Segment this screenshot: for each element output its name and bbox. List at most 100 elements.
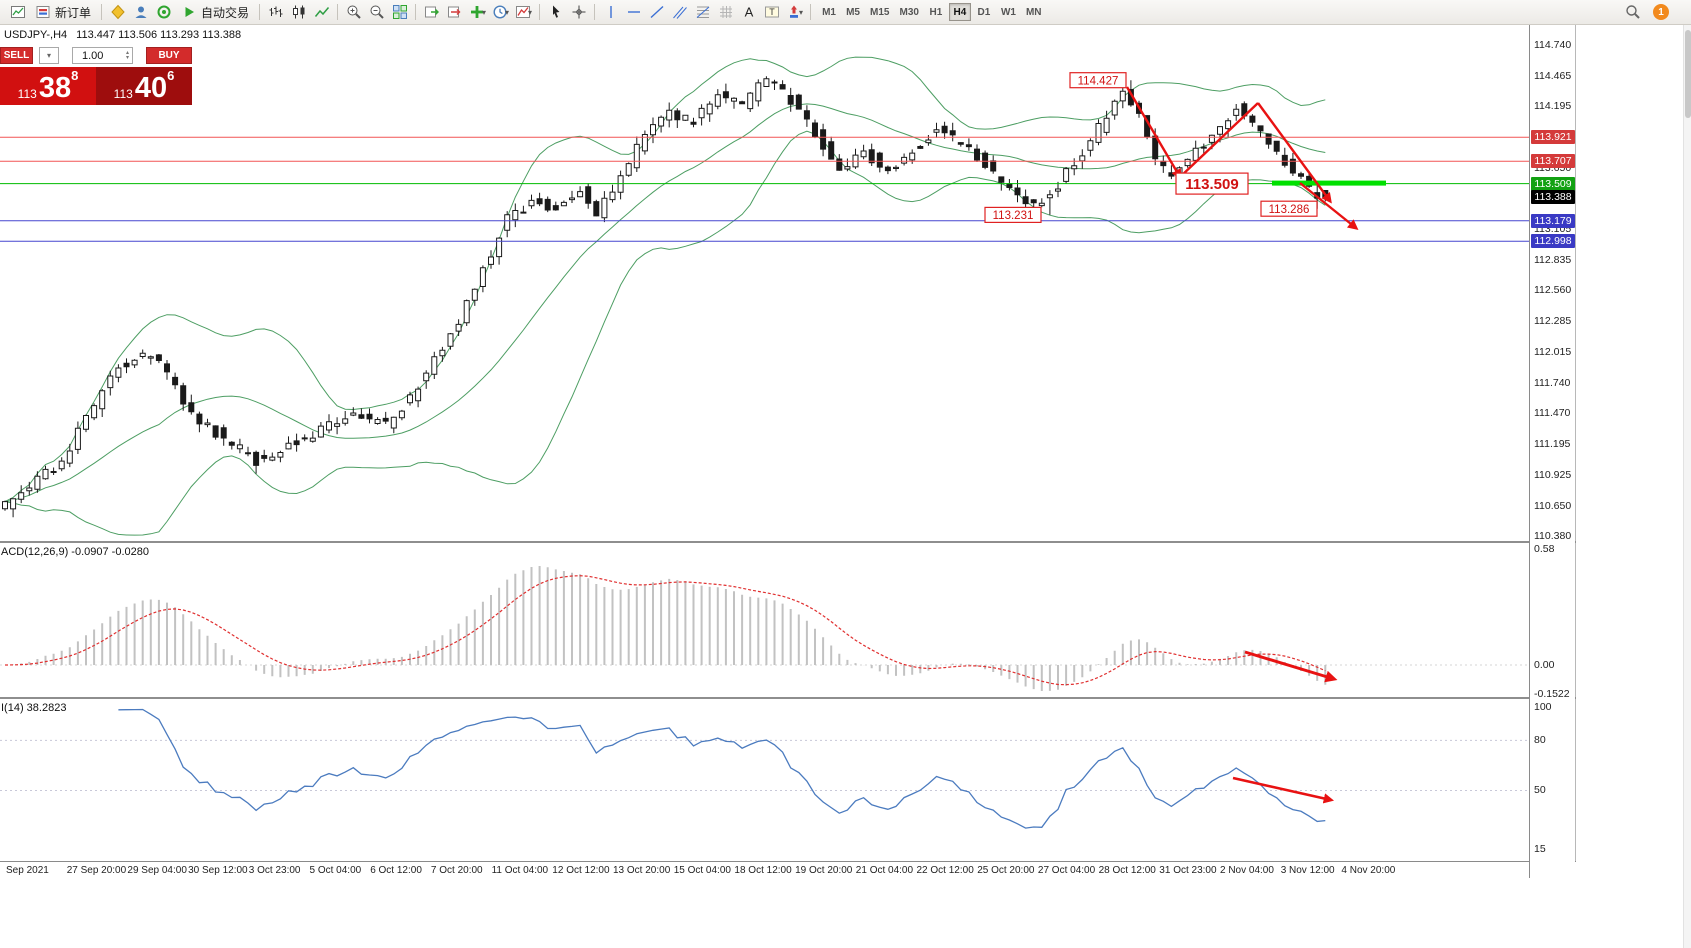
fibonacci-button[interactable]	[691, 2, 714, 22]
price-annotation[interactable]: 113.231	[984, 206, 1042, 223]
crystal-button[interactable]	[106, 2, 129, 22]
trend-arrows[interactable]	[1125, 86, 1359, 230]
periods-button[interactable]: ▾	[489, 2, 512, 22]
auto-scroll-button[interactable]	[420, 2, 443, 22]
buy-button[interactable]: BUY	[146, 47, 192, 64]
equidistant-channel-icon	[672, 6, 687, 19]
timeframe-toolbar: M1 M5 M15 M30 H1 H4 D1 W1 MN	[817, 3, 1046, 21]
price-annotation[interactable]: 114.427	[1069, 72, 1127, 89]
price-axis[interactable]: 114.740 114.465 114.195 113.650 113.105 112.8…	[1529, 25, 1575, 878]
autotrading-button[interactable]: 自动交易	[175, 2, 255, 22]
trendline-button[interactable]	[645, 2, 668, 22]
timeframe-w1-button[interactable]: W1	[1000, 6, 1016, 18]
line-chart-button[interactable]	[310, 2, 333, 22]
chart-window: 114.427 113.509 113.231 113.286 USDJPY-,H4 …	[0, 25, 1576, 878]
fibonacci-icon	[696, 6, 709, 18]
rsi-pane: I(14) 38.2823	[0, 699, 1529, 861]
zoom-in-button[interactable]	[342, 2, 365, 22]
timeframe-h4-button[interactable]: H4	[948, 3, 971, 21]
bar-chart-button[interactable]	[264, 2, 287, 22]
macd-trend-arrow[interactable]	[1244, 650, 1338, 683]
toolbar-separator	[101, 4, 103, 20]
text-button[interactable]: A	[737, 2, 760, 22]
horizontal-line-button[interactable]	[622, 2, 645, 22]
notification-badge[interactable]: 1	[1653, 4, 1669, 20]
time-axis-label: 4 Nov 20:00	[1341, 865, 1396, 876]
chart-shift-button[interactable]	[443, 2, 466, 22]
zoom-out-button[interactable]	[365, 2, 388, 22]
ask-prefix: 113	[113, 87, 133, 101]
search-button[interactable]	[1621, 2, 1644, 22]
tile-windows-icon	[392, 5, 407, 19]
macd-histogram	[12, 566, 1327, 691]
time-axis[interactable]: Sep 2021 27 Sep 20:00 29 Sep 04:00 30 Sep 1…	[0, 861, 1576, 878]
pane-separator[interactable]	[0, 697, 1576, 699]
volume-stepper[interactable]: ▴ ▾	[125, 49, 129, 61]
scrollbar-thumb[interactable]	[1685, 30, 1691, 118]
chevron-down-icon: ▾	[528, 7, 533, 17]
cursor-icon	[552, 5, 560, 18]
tile-windows-button[interactable]	[388, 2, 411, 22]
time-axis-label: 27 Sep 20:00	[66, 865, 127, 876]
rsi-trend-arrow[interactable]	[1232, 776, 1335, 804]
rsi-canvas	[0, 708, 1529, 829]
order-type-dropdown[interactable]: ▾	[39, 47, 59, 64]
step-up-icon[interactable]: ▴	[125, 49, 129, 56]
toolbar-separator	[337, 4, 339, 20]
vertical-line-button[interactable]	[599, 2, 622, 22]
time-axis-label: 2 Nov 04:00	[1220, 865, 1274, 876]
sell-button[interactable]: SELL	[0, 47, 33, 64]
highlight-segment[interactable]	[1272, 180, 1386, 186]
timeframe-m1-button[interactable]: M1	[822, 6, 836, 18]
time-axis-label: 18 Oct 12:00	[734, 865, 792, 876]
price-axis-label: 114.740	[1534, 39, 1572, 51]
volume-input[interactable]: 1.00 ▴ ▾	[72, 47, 133, 64]
crosshair-icon	[572, 5, 586, 19]
ask-main: 40	[134, 72, 168, 104]
indicators-icon	[471, 6, 484, 18]
timeframe-h1-button[interactable]: H1	[929, 6, 943, 18]
vertical-scrollbar[interactable]	[1683, 25, 1691, 948]
bid-prefix: 113	[17, 87, 37, 101]
time-axis-label: 19 Oct 20:00	[795, 865, 853, 876]
crosshair-button[interactable]	[567, 2, 590, 22]
time-axis-label: 5 Oct 04:00	[309, 865, 362, 876]
timeframe-m30-button[interactable]: M30	[899, 6, 919, 18]
ask-price-button[interactable]: 113 40 6	[96, 67, 192, 105]
volume-value: 1.00	[82, 49, 104, 62]
pane-separator[interactable]	[0, 541, 1576, 543]
price-axis-label: 114.465	[1534, 70, 1572, 82]
step-down-icon[interactable]: ▾	[125, 54, 129, 61]
timeframe-m15-button[interactable]: M15	[870, 6, 890, 18]
price-axis-label: 112.285	[1534, 315, 1572, 327]
price-annotation[interactable]: 113.286	[1260, 200, 1318, 217]
new-chart-button[interactable]	[6, 2, 29, 22]
new-order-icon	[36, 6, 50, 18]
timeframe-d1-button[interactable]: D1	[977, 6, 991, 18]
bid-price-button[interactable]: 113 38 8	[0, 67, 96, 105]
zoom-in-icon	[347, 5, 361, 19]
grid-button[interactable]	[714, 2, 737, 22]
autotrading-icon	[185, 7, 195, 17]
arrows-tool-button[interactable]: ▾	[783, 2, 806, 22]
templates-button[interactable]: ▾	[512, 2, 535, 22]
price-annotation[interactable]: 113.509	[1175, 172, 1249, 195]
time-axis-label: 6 Oct 12:00	[370, 865, 422, 876]
equidistant-channel-button[interactable]	[668, 2, 691, 22]
toolbar-separator	[810, 4, 812, 20]
community-button[interactable]	[152, 2, 175, 22]
profile-button[interactable]	[129, 2, 152, 22]
cursor-button[interactable]	[544, 2, 567, 22]
text-label-button[interactable]: T	[760, 2, 783, 22]
timeframe-mn-button[interactable]: MN	[1025, 6, 1042, 18]
new-order-button[interactable]: 新订单	[29, 2, 97, 22]
candlestick-chart-button[interactable]	[287, 2, 310, 22]
indicators-button[interactable]: ▾	[466, 2, 489, 22]
main-chart-canvas: 114.427 113.509 113.231 113.286	[0, 56, 1529, 536]
new-order-button-label: 新订单	[55, 5, 92, 20]
timeframe-m5-button[interactable]: M5	[846, 6, 860, 18]
toolbar-right-group: 1	[1621, 2, 1669, 22]
text-label-icon: T	[764, 6, 779, 18]
time-axis-label: 27 Oct 04:00	[1037, 865, 1096, 876]
